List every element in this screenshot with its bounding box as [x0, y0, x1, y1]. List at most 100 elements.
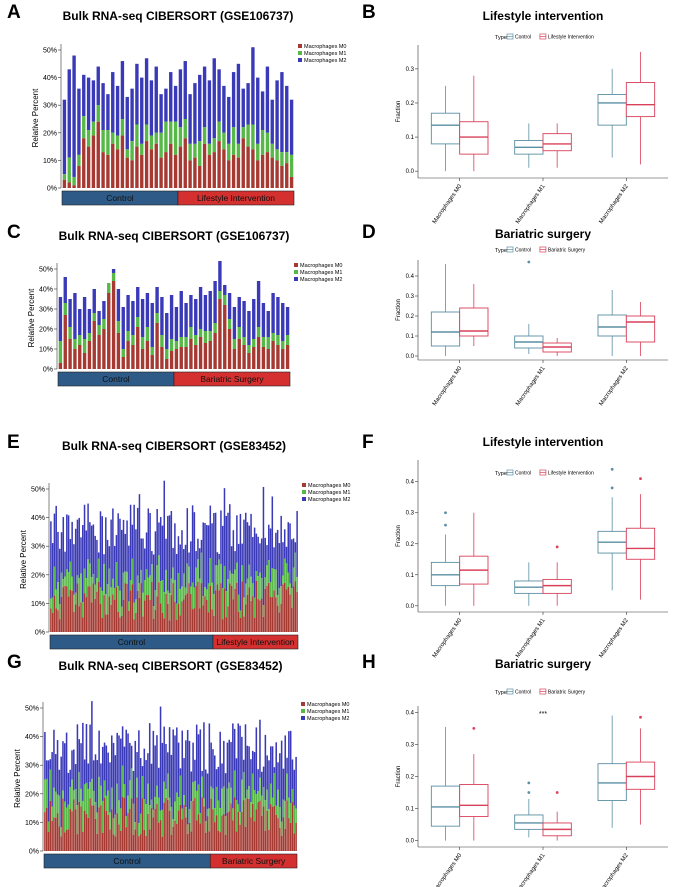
- bar-segment-m2: [260, 538, 263, 579]
- group-band-label: Bariatric Surgery: [200, 374, 264, 384]
- bar-segment-m1: [227, 319, 232, 329]
- bar-segment-m0: [281, 349, 285, 369]
- bar-segment-m2: [154, 745, 156, 797]
- bar-segment-m2: [106, 539, 109, 585]
- bar-segment-m2: [188, 740, 191, 810]
- y-tick-label: 20%: [25, 791, 39, 798]
- bar-segment-m2: [214, 755, 216, 809]
- bar-segment-m2: [71, 521, 73, 577]
- bar-segment-m2: [201, 770, 203, 777]
- bar-segment-m1: [120, 606, 123, 616]
- y-tick-label: 20%: [39, 327, 53, 334]
- bar-segment-m0: [241, 581, 243, 632]
- bar-segment-m1: [168, 797, 171, 811]
- bar-segment-m0: [82, 138, 86, 188]
- bar-segment-m0: [111, 281, 116, 369]
- panel-letter-e: E: [7, 432, 20, 453]
- bar-segment-m0: [252, 596, 254, 632]
- bar-segment-m2: [173, 85, 178, 122]
- bar-segment-m2: [285, 85, 289, 153]
- bar-segment-m0: [136, 797, 138, 851]
- bar-segment-m2: [262, 766, 265, 788]
- bar-segment-m2: [172, 547, 174, 568]
- bar-segment-m0: [182, 599, 185, 632]
- bar-segment-m1: [99, 587, 102, 604]
- y-tick-label: 0.3: [406, 742, 415, 748]
- bar-segment-m1: [140, 143, 144, 155]
- bar-segment-m2: [198, 548, 201, 579]
- bar-segment-m1: [206, 808, 209, 817]
- bar-segment-m2: [234, 551, 236, 570]
- bar-segment-m0: [85, 597, 88, 632]
- bar-segment-m0: [173, 154, 178, 188]
- bar-segment-m2: [223, 740, 225, 787]
- bar-segment-m2: [268, 760, 270, 810]
- bar-segment-m0: [99, 603, 102, 632]
- bar-segment-m1: [181, 808, 184, 820]
- bar-segment-m0: [242, 800, 245, 851]
- bar-segment-m0: [51, 612, 54, 632]
- group-band-label: Control: [106, 193, 134, 203]
- bar-segment-m0: [209, 585, 212, 632]
- bar-segment-m0: [154, 143, 158, 188]
- bar-segment-m2: [99, 511, 102, 588]
- bar-segment-m1: [204, 587, 206, 597]
- bar-segment-m0: [143, 829, 146, 851]
- bar-segment-m1: [73, 594, 75, 612]
- bar-segment-m2: [91, 80, 96, 122]
- bar-segment-m1: [161, 580, 164, 613]
- bar-segment-m2: [239, 725, 241, 813]
- bar-segment-m1: [90, 577, 93, 603]
- bar-segment-m0: [101, 152, 105, 188]
- bar-segment-m1: [67, 804, 70, 830]
- bar-segment-m0: [268, 582, 270, 632]
- bar-segment-m2: [198, 74, 202, 142]
- bar-segment-m2: [202, 522, 204, 597]
- bar-segment-m1: [96, 577, 98, 592]
- bar-segment-m0: [198, 337, 203, 369]
- bar-segment-m0: [213, 333, 217, 369]
- bar-segment-m2: [105, 745, 108, 796]
- bar-segment-m0: [73, 611, 75, 632]
- bar-segment-m1: [156, 785, 158, 804]
- bar-segment-m1: [68, 327, 72, 339]
- bar-segment-m1: [150, 347, 154, 355]
- bar-segment-m1: [58, 603, 61, 620]
- bar-segment-m0: [120, 830, 122, 851]
- bar-segment-m2: [169, 295, 174, 339]
- bar-segment-m1: [214, 808, 216, 823]
- bar-segment-m0: [237, 339, 241, 369]
- bar-segment-m1: [281, 341, 285, 349]
- bar-segment-m0: [183, 804, 185, 851]
- box-outlier: [444, 523, 447, 527]
- bar-segment-m1: [287, 572, 290, 587]
- bar-segment-m2: [142, 538, 144, 593]
- legend-label: Bariatric Surgery: [548, 248, 586, 254]
- bar-segment-m0: [168, 810, 171, 851]
- bar-segment-m2: [140, 538, 142, 571]
- bar-segment-m2: [248, 746, 250, 787]
- bar-segment-m0: [103, 797, 106, 851]
- bar-segment-m2: [120, 61, 125, 119]
- bar-segment-m0: [110, 809, 113, 851]
- bar-segment-m0: [294, 581, 297, 632]
- bar-segment-m2: [232, 307, 237, 339]
- bar-segment-m1: [150, 799, 153, 809]
- bar-segment-m1: [210, 786, 212, 799]
- bar-segment-m2: [124, 533, 127, 572]
- bar-segment-m1: [201, 776, 203, 798]
- bar-segment-m1: [216, 565, 219, 585]
- bar-segment-m2: [78, 517, 80, 578]
- legend-label: Macrophages M2: [308, 497, 351, 503]
- bar-segment-m2: [246, 522, 249, 579]
- bar-segment-m0: [64, 832, 66, 851]
- bar-segment-m0: [83, 593, 86, 632]
- bar-segment-m0: [271, 806, 274, 851]
- bar-segment-m2: [195, 551, 197, 568]
- bar-segment-m0: [156, 596, 158, 632]
- bar-segment-m2: [265, 66, 270, 133]
- bar-segment-m0: [73, 799, 75, 851]
- bar-segment-m2: [193, 83, 197, 144]
- bar-segment-m0: [276, 345, 280, 369]
- bar-segment-m2: [62, 741, 64, 791]
